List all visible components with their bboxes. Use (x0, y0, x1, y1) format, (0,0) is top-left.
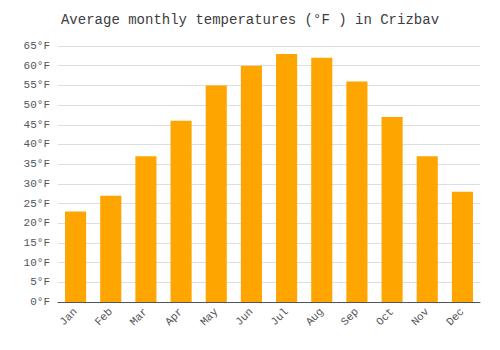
svg-text:20°F: 20°F (24, 217, 50, 229)
svg-text:10°F: 10°F (24, 257, 50, 269)
svg-text:35°F: 35°F (24, 158, 50, 170)
svg-text:60°F: 60°F (24, 60, 50, 72)
svg-text:Aug: Aug (304, 306, 326, 328)
svg-text:0°F: 0°F (30, 296, 50, 308)
svg-text:45°F: 45°F (24, 119, 50, 131)
svg-text:65°F: 65°F (24, 40, 50, 52)
svg-text:25°F: 25°F (24, 198, 50, 210)
svg-text:Apr: Apr (163, 306, 185, 328)
svg-text:Feb: Feb (93, 306, 115, 328)
svg-text:Jan: Jan (57, 306, 79, 328)
svg-text:Oct: Oct (374, 306, 396, 328)
svg-text:Nov: Nov (409, 305, 432, 328)
svg-text:Jul: Jul (268, 306, 290, 328)
svg-text:40°F: 40°F (24, 138, 50, 150)
svg-text:Mar: Mar (128, 306, 150, 328)
svg-text:50°F: 50°F (24, 99, 50, 111)
svg-text:30°F: 30°F (24, 178, 50, 190)
svg-text:Jun: Jun (233, 306, 255, 328)
svg-text:May: May (198, 305, 221, 328)
svg-text:15°F: 15°F (24, 237, 50, 249)
svg-text:5°F: 5°F (30, 276, 50, 288)
svg-text:Sep: Sep (339, 306, 361, 328)
svg-text:Average monthly temperatures (: Average monthly temperatures (°F ) in Cr… (61, 12, 439, 28)
svg-text:55°F: 55°F (24, 79, 50, 91)
svg-text:Dec: Dec (444, 306, 466, 328)
